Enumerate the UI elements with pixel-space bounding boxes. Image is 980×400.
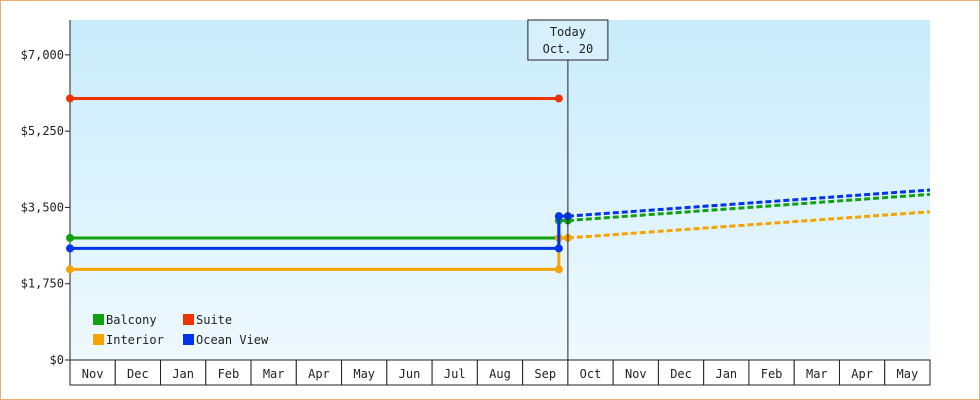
x-category-cell — [838, 359, 886, 386]
x-tick-label: Apr — [308, 367, 330, 381]
legend-swatch — [183, 314, 194, 325]
x-tick-label: Dec — [127, 367, 149, 381]
y-tick-label: $3,500 — [21, 200, 64, 214]
x-category-cell — [114, 359, 162, 386]
legend-swatch — [93, 314, 104, 325]
x-tick-label: Feb — [218, 367, 240, 381]
x-category-cell — [160, 359, 207, 386]
x-tick-label: Dec — [670, 367, 692, 381]
y-tick-label: $1,750 — [21, 277, 64, 291]
x-tick-label: Mar — [263, 367, 285, 381]
x-category-cell — [567, 359, 614, 386]
x-category-cell — [250, 359, 297, 386]
series-projection-line — [567, 188, 931, 218]
data-point — [554, 244, 563, 253]
y-tick-label: $5,250 — [21, 124, 64, 138]
x-tick-label: Nov — [625, 367, 647, 381]
x-tick-label: Jan — [172, 367, 194, 381]
x-category-cell — [703, 359, 750, 386]
y-tick-label: $0 — [50, 353, 64, 367]
y-tick-label: $7,000 — [21, 48, 64, 62]
data-point — [554, 265, 563, 274]
x-tick-label: Jan — [715, 367, 737, 381]
x-tick-label: Aug — [489, 367, 511, 381]
legend-label: Interior — [106, 333, 164, 347]
x-category-cell — [748, 359, 795, 386]
x-tick-label: Mar — [806, 367, 828, 381]
x-category-cell — [386, 359, 433, 386]
x-category-cell — [205, 359, 252, 386]
x-category-cell — [69, 359, 116, 386]
x-tick-label: Jun — [399, 367, 421, 381]
x-category-cell — [476, 359, 524, 386]
data-point — [66, 233, 74, 242]
data-point — [66, 265, 74, 274]
data-point — [554, 212, 563, 221]
x-tick-label: May — [353, 367, 375, 381]
x-tick-label: Nov — [82, 367, 104, 381]
x-category-cell — [884, 359, 931, 386]
x-tick-label: May — [897, 367, 919, 381]
legend-label: Ocean View — [196, 333, 269, 347]
today-box — [527, 19, 609, 61]
series-projection-line — [567, 192, 931, 223]
legend-label: Balcony — [106, 313, 157, 327]
series-line — [70, 236, 568, 271]
x-tick-label: Oct — [580, 367, 602, 381]
legend-label: Suite — [196, 313, 232, 327]
data-point — [66, 244, 74, 253]
data-point — [66, 94, 74, 103]
data-point — [554, 94, 563, 103]
today-label: Today — [550, 25, 586, 39]
x-tick-label: Sep — [534, 367, 556, 381]
legend-swatch — [93, 334, 104, 345]
x-category-cell — [612, 359, 659, 386]
today-date: Oct. 20 — [543, 42, 594, 56]
legend-swatch — [183, 334, 194, 345]
x-tick-label: Apr — [851, 367, 873, 381]
series-line — [70, 214, 568, 250]
x-tick-label: Feb — [761, 367, 783, 381]
series-projection-line — [567, 210, 931, 240]
x-tick-label: Jul — [444, 367, 466, 381]
plot-area — [70, 20, 930, 360]
